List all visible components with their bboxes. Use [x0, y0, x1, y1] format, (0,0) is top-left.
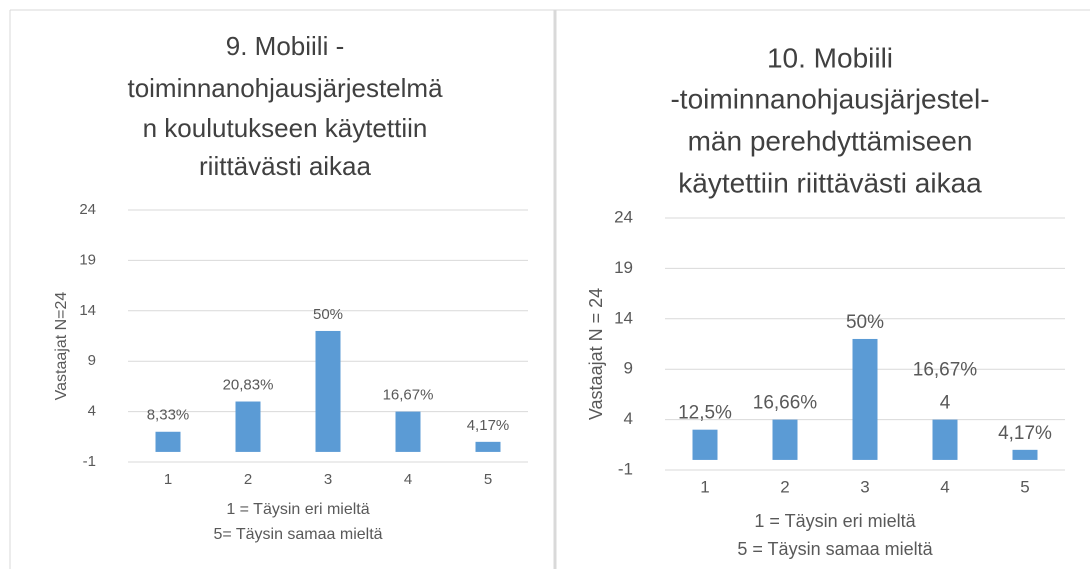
y-tick-label: -1 — [83, 453, 96, 470]
y-tick-label: 9 — [624, 359, 633, 378]
y-tick-label: 19 — [614, 258, 633, 277]
bar — [772, 419, 798, 460]
x-axis-label: 1 = Täysin eri mieltä — [226, 501, 369, 518]
y-axis-label: Vastaajat N = 24 — [586, 288, 606, 420]
bar — [315, 330, 341, 452]
y-tick-label: 19 — [79, 251, 96, 268]
y-tick-label: 4 — [624, 409, 633, 428]
y-tick-label: 14 — [614, 308, 633, 327]
y-tick-label: 24 — [79, 201, 96, 218]
bar — [395, 411, 421, 452]
x-tick-label: 3 — [324, 471, 332, 488]
x-tick-label: 3 — [860, 477, 869, 496]
x-axis-label: 5 = Täysin samaa mieltä — [737, 539, 933, 559]
y-axis-label: Vastaajat N=24 — [53, 292, 70, 401]
chart-title: 10. Mobiili — [767, 42, 893, 73]
data-label: 50% — [846, 312, 884, 333]
data-label: 12,5% — [678, 403, 732, 424]
x-axis-label: 5= Täysin samaa mieltä — [213, 526, 382, 543]
chart-title: riittävästi aikaa — [199, 151, 371, 181]
chart-title: -toiminnanohjausjärjestel- — [670, 83, 989, 114]
x-tick-label: 4 — [404, 471, 412, 488]
y-tick-label: 24 — [614, 207, 633, 226]
data-label: 50% — [313, 306, 343, 323]
data-label: 4 — [940, 393, 951, 414]
x-tick-label: 2 — [780, 477, 789, 496]
bar — [475, 441, 501, 452]
chart-title: n koulutukseen käytettiin — [143, 113, 428, 143]
bar — [932, 419, 958, 460]
data-label: 4,17% — [467, 417, 510, 434]
data-label: 4,17% — [998, 423, 1052, 444]
y-tick-label: 14 — [79, 302, 96, 319]
bar — [235, 401, 261, 452]
data-label: 16,67% — [383, 387, 434, 404]
chart-title: män perehdyttämiseen — [688, 125, 973, 156]
chart-title: toiminnanohjausjärjestelmä — [127, 73, 443, 103]
data-label: 16,66% — [753, 393, 818, 414]
data-label: 20,83% — [223, 376, 274, 393]
bar — [692, 429, 718, 460]
x-tick-label: 5 — [1020, 477, 1029, 496]
x-axis-label: 1 = Täysin eri mieltä — [754, 511, 916, 531]
chart-title: käytettiin riittävästi aikaa — [678, 167, 982, 198]
y-tick-label: 4 — [88, 403, 96, 420]
chart-title: 9. Mobiili - — [226, 31, 344, 61]
x-tick-label: 2 — [244, 471, 252, 488]
bar — [155, 431, 181, 452]
y-tick-label: 9 — [88, 352, 96, 369]
bar — [1012, 449, 1038, 460]
x-tick-label: 1 — [164, 471, 172, 488]
y-tick-label: -1 — [618, 459, 633, 478]
x-tick-label: 4 — [940, 477, 949, 496]
data-label: 8,33% — [147, 407, 190, 424]
x-tick-label: 1 — [700, 477, 709, 496]
data-label: 16,67% — [913, 360, 978, 381]
bar — [852, 338, 878, 460]
x-tick-label: 5 — [484, 471, 492, 488]
